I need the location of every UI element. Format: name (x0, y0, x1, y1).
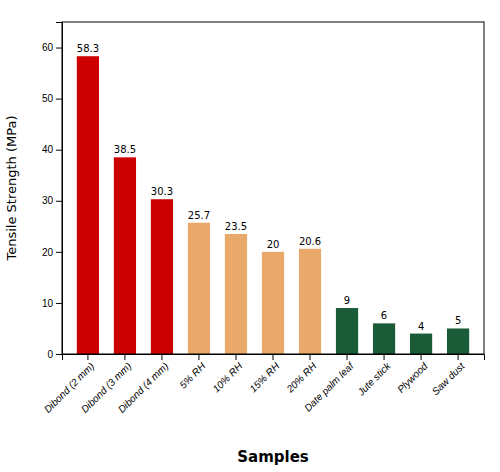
data-labels: 58.3 38.5 30.3 25.7 23.5 20 20.6 9 6 4 5 (77, 43, 461, 331)
tick: Date palm leaf (302, 354, 356, 414)
tick: 0 (47, 349, 62, 360)
tick-mark (56, 48, 62, 49)
tick-mark (56, 252, 62, 253)
x-axis-title: Samples (237, 448, 309, 466)
tick: 40 (42, 144, 62, 155)
tick-label: 10 (42, 298, 54, 309)
tick-label: Jute stick (355, 360, 394, 399)
tick-mark (56, 150, 62, 151)
tick: 10 (42, 298, 62, 309)
data-label: 30.3 (151, 186, 173, 197)
plot: 58.3 38.5 30.3 25.7 23.5 20 20.6 9 6 4 5 Dibond (2 … (42, 22, 485, 415)
tick-label: 5% RH (177, 360, 208, 391)
tick-mark (235, 354, 236, 360)
bar (77, 56, 99, 354)
tick-mark (56, 303, 62, 304)
tick: Plywood (395, 354, 430, 395)
tick-label: 20% RH (284, 360, 319, 395)
tick-mark (56, 354, 62, 355)
tick-mark (310, 354, 311, 360)
tick-label: 20 (42, 247, 54, 258)
data-label: 38.5 (114, 144, 136, 155)
y-axis: 0 10 20 30 40 50 60 (42, 23, 63, 360)
tick-label: 60 (42, 42, 54, 53)
tick-mark (421, 354, 422, 360)
tick-mark (384, 354, 385, 360)
tick: 5% RH (177, 354, 208, 391)
bar (151, 199, 173, 354)
bar (114, 157, 136, 354)
tick-mark (56, 99, 62, 100)
tick-mark (347, 354, 348, 360)
tick-mark (198, 354, 199, 360)
tick-label: Date palm leaf (302, 360, 356, 414)
tick-label: Plywood (395, 360, 430, 395)
data-label: 20.6 (299, 236, 321, 247)
tick: 30 (42, 195, 62, 206)
tick-label: 40 (42, 144, 54, 155)
tick-label: 0 (47, 349, 53, 360)
y-axis-title: Tensile Strength (MPa) (4, 115, 19, 261)
tick-label: Saw dust (430, 360, 468, 398)
tick: Saw dust (430, 354, 468, 397)
data-label: 23.5 (225, 221, 247, 232)
tick-mark (56, 201, 62, 202)
bar (262, 252, 284, 354)
bar (336, 308, 358, 354)
data-label: 20 (267, 239, 280, 250)
tick-mark (124, 354, 125, 360)
tick: Jute stick (355, 354, 394, 398)
tick-mark (161, 354, 162, 360)
tick: 10% RH (210, 354, 245, 394)
tick: 15% RH (247, 354, 282, 394)
tick-label: 50 (42, 93, 54, 104)
tick-label: Dibond (4 mm) (116, 360, 171, 415)
tick-mark (458, 354, 459, 360)
tick-label: 10% RH (210, 360, 245, 395)
axis-line (63, 355, 485, 361)
plot-frame (62, 22, 484, 354)
tick: 20 (42, 247, 62, 258)
tick: 60 (42, 42, 62, 53)
data-label: 4 (418, 321, 424, 332)
x-axis: Dibond (2 mm)Dibond (3 mm)Dibond (4 mm)5… (42, 354, 485, 415)
tick-label: 15% RH (247, 360, 282, 395)
tick: 20% RH (284, 354, 319, 395)
bar (188, 223, 210, 354)
data-label: 58.3 (77, 43, 99, 54)
tick-mark (87, 354, 88, 360)
bar (410, 334, 432, 354)
tick-label: 30 (42, 195, 54, 206)
bar (225, 234, 247, 354)
data-label: 6 (381, 310, 387, 321)
bar (373, 323, 395, 354)
data-label: 5 (455, 315, 461, 326)
data-label: 9 (344, 295, 350, 306)
bars (77, 56, 469, 354)
chart: 58.3 38.5 30.3 25.7 23.5 20 20.6 9 6 4 5 Dibond (2 … (0, 0, 500, 472)
data-label: 25.7 (188, 210, 210, 221)
tick: 50 (42, 93, 62, 104)
tick: Dibond (4 mm) (116, 354, 171, 415)
tick-mark (273, 354, 274, 360)
bar (299, 249, 321, 354)
bar (447, 328, 469, 354)
